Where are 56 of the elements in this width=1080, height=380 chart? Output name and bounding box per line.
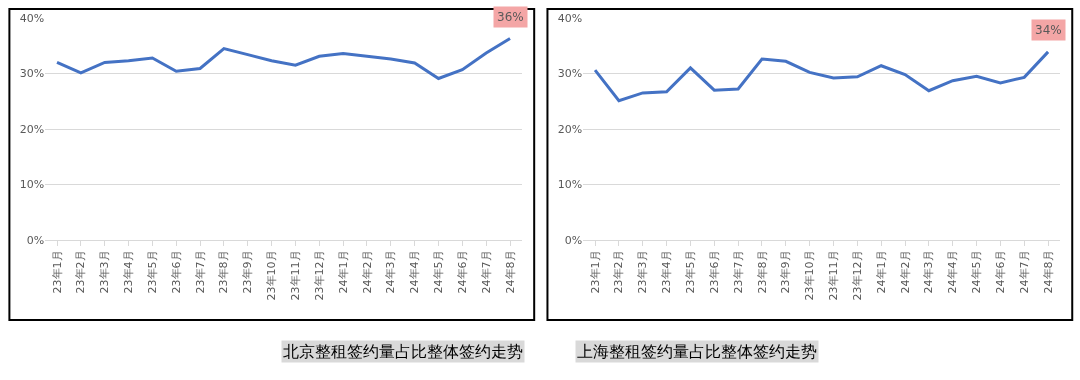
- x-tick-label: 23年3月: [98, 250, 112, 294]
- x-tick-label: 23年4月: [660, 250, 674, 294]
- x-tick-label: 23年11月: [289, 250, 303, 301]
- x-tick-label: 24年3月: [922, 250, 936, 294]
- x-tick-label: 23年5月: [684, 250, 698, 294]
- x-tick-label: 23年3月: [636, 250, 650, 294]
- x-tick-label: 24年6月: [455, 250, 469, 294]
- x-tick-label: 23年9月: [241, 250, 255, 294]
- x-tick-label: 23年5月: [145, 250, 159, 294]
- x-tick-label: 23年10月: [803, 250, 817, 301]
- x-tick-label: 24年4月: [946, 250, 960, 294]
- y-tick-label: 0%: [564, 233, 583, 247]
- x-tick-label: 23年9月: [779, 250, 793, 294]
- x-tick-label: 24年7月: [1017, 250, 1031, 294]
- text: 北京整租签约量占比整体签约走势: [283, 342, 523, 361]
- x-tick-label: 23年6月: [169, 250, 183, 294]
- y-tick-label: 20%: [19, 122, 45, 136]
- y-tick-label: 10%: [19, 178, 45, 192]
- x-tick-label: 23年7月: [193, 250, 207, 294]
- line-series: [55, 37, 512, 80]
- x-tick-label: 23年1月: [50, 250, 64, 294]
- x-tick-label: 24年1月: [336, 250, 350, 294]
- x-tick-label: 23年7月: [731, 250, 745, 294]
- x-tick-label: 23年8月: [217, 250, 231, 294]
- x-tick-label: 24年8月: [503, 250, 517, 294]
- y-tick-label: 40%: [19, 11, 45, 25]
- line-series: [593, 50, 1050, 103]
- y-tick-label: 10%: [557, 178, 583, 192]
- x-tick-label: 23年2月: [74, 250, 88, 294]
- x-tick-label: 23年4月: [122, 250, 136, 294]
- y-tick-label: 40%: [557, 11, 583, 25]
- y-tick-label: 30%: [557, 67, 583, 81]
- y-tick-label: 20%: [557, 122, 583, 136]
- x-tick-label: 23年12月: [850, 250, 864, 301]
- x-tick-label: 24年8月: [1041, 250, 1055, 294]
- x-tick-label: 23年10月: [265, 250, 279, 301]
- x-tick-label: 24年2月: [898, 250, 912, 294]
- x-tick-label: 23年1月: [588, 250, 602, 294]
- y-tick-label: 0%: [26, 233, 45, 247]
- x-tick-label: 23年6月: [707, 250, 721, 294]
- text: 上海整租签约量占比整体签约走势: [577, 342, 817, 361]
- x-tick-label: 24年5月: [970, 250, 984, 294]
- x-tick-label: 24年6月: [993, 250, 1007, 294]
- data-label: 36%: [497, 10, 524, 24]
- x-tick-label: 24年4月: [408, 250, 422, 294]
- x-tick-label: 23年11月: [827, 250, 841, 301]
- x-tick-label: 24年1月: [874, 250, 888, 294]
- x-tick-label: 24年2月: [360, 250, 374, 294]
- x-tick-label: 24年3月: [384, 250, 398, 294]
- x-tick-label: 24年7月: [479, 250, 493, 294]
- y-tick-label: 30%: [19, 67, 45, 81]
- x-tick-label: 23年12月: [312, 250, 326, 301]
- x-tick-label: 23年2月: [612, 250, 626, 294]
- x-tick-label: 23年8月: [755, 250, 769, 294]
- x-tick-label: 24年5月: [432, 250, 446, 294]
- data-label: 34%: [1035, 23, 1062, 37]
